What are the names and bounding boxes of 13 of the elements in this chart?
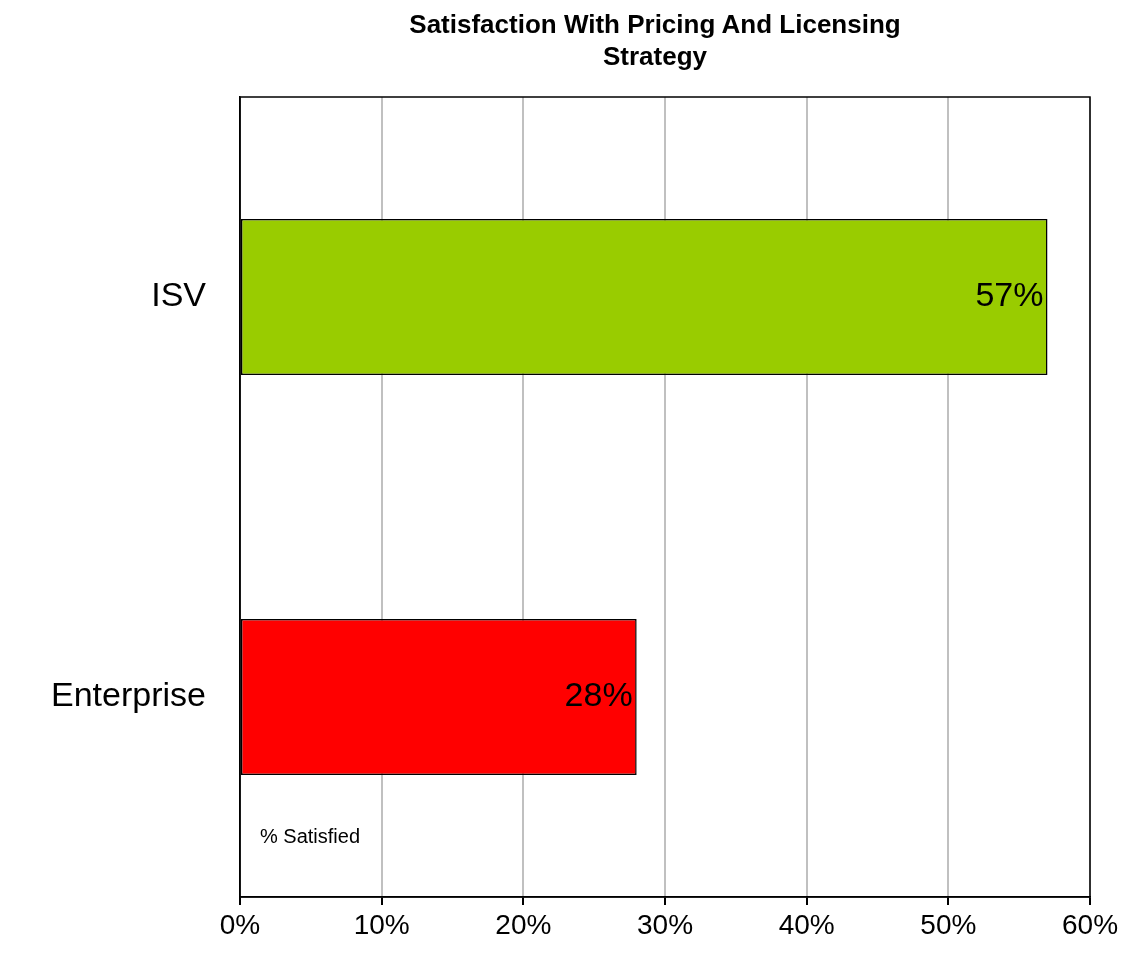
x-tick-label: 10% xyxy=(353,908,410,940)
annotation: % Satisfied xyxy=(260,824,361,847)
data-label: 57% xyxy=(975,275,1044,314)
x-tick-label: 60% xyxy=(1061,908,1119,940)
data-label: 28% xyxy=(564,675,633,714)
x-tick-label: 30% xyxy=(636,908,694,940)
y-tick-label: Enterprise xyxy=(51,675,206,714)
x-tick-label: 20% xyxy=(495,908,552,940)
x-tick-label: 40% xyxy=(778,908,835,940)
x-tick-label: 50% xyxy=(920,908,977,940)
x-tick-label: 0% xyxy=(219,908,261,940)
y-tick-label: ISV xyxy=(151,275,207,314)
chart-title: Satisfaction With Pricing And Licensing Strategy xyxy=(408,8,902,72)
